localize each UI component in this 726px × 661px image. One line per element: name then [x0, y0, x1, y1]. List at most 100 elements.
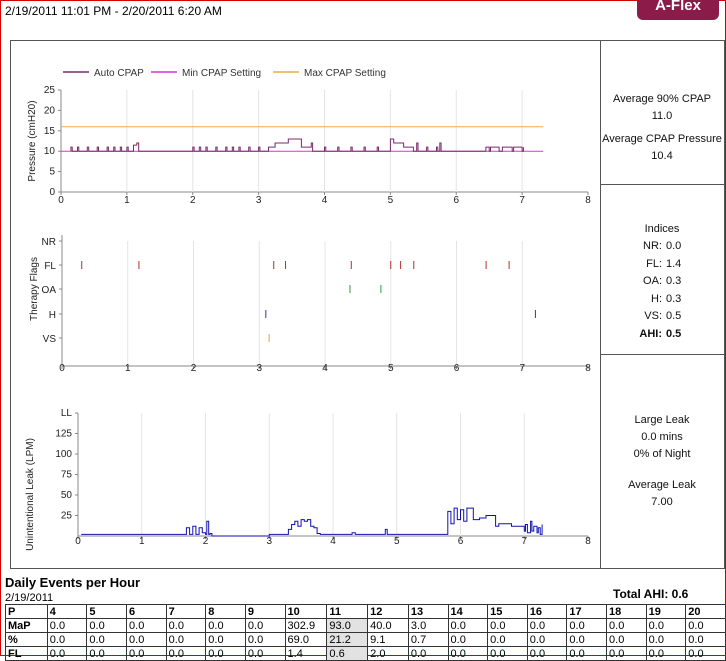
- events-header-cell: 15: [487, 604, 528, 619]
- index-value: 0.5: [666, 327, 682, 340]
- y-tick-label: 10: [44, 146, 56, 157]
- events-header-cell: 17: [566, 604, 608, 619]
- x-tick-label: 2: [203, 536, 209, 547]
- index-key: NR:: [643, 240, 662, 252]
- events-cell: 0.0: [645, 646, 687, 661]
- x-tick-label: 8: [585, 195, 591, 206]
- indices-summary: Indices NR: 0.0 FL: 1.4 OA: 0.3 H: 0.3 VS: 0.5 AHI…: [600, 221, 724, 343]
- events-cell: %: [5, 632, 48, 647]
- index-key: H:: [651, 292, 662, 305]
- y-axis-title: Unintentional Leak (LPM): [25, 438, 36, 551]
- events-cell: 0.0: [606, 632, 647, 647]
- index-key: VS:: [644, 310, 662, 322]
- y-tick-label: 125: [55, 429, 72, 440]
- events-header-cell: 10: [284, 604, 328, 619]
- events-header-cell: 16: [526, 604, 568, 619]
- total-ahi: Total AHI: 0.6: [613, 587, 689, 601]
- events-cell: 0.0: [526, 632, 568, 647]
- events-row: FL 0.0 0.0 0.0 0.0 0.0 0.0 1.4 0.6 2.0 0.0 0.0 0.0 0.…: [5, 646, 726, 661]
- y-tick-label: 5: [49, 167, 55, 178]
- events-header-cell: 11: [326, 604, 369, 619]
- events-cell: 1.4: [284, 646, 328, 661]
- avg-pressure-value: 10.4: [651, 150, 673, 162]
- x-tick-label: 6: [458, 536, 464, 547]
- events-header-cell: 9: [244, 604, 286, 619]
- x-tick-label: 8: [585, 536, 591, 547]
- events-cell: 0.0: [447, 646, 489, 661]
- y-category-label: VS: [43, 334, 57, 345]
- events-title: Daily Events per Hour: [5, 575, 141, 590]
- events-header-cell: 6: [126, 604, 167, 619]
- x-tick-label: 7: [519, 363, 525, 374]
- index-key: FL:: [646, 257, 662, 270]
- y-category-label: FL: [44, 261, 56, 272]
- events-cell: 0.0: [165, 646, 207, 661]
- x-tick-label: 0: [58, 195, 64, 206]
- events-header-cell: 19: [645, 604, 687, 619]
- events-cell: 0.0: [685, 618, 726, 633]
- y-axis-title: Pressure (cmH20): [27, 100, 38, 181]
- events-header-cell: 12: [367, 604, 409, 619]
- index-value: 0.3: [666, 292, 682, 305]
- large-leak-pct: 0% of Night: [633, 448, 691, 460]
- events-cell: 0.0: [487, 646, 528, 661]
- events-cell: 0.0: [447, 632, 489, 647]
- events-cell: 0.0: [46, 632, 88, 647]
- events-cell: 0.0: [685, 632, 726, 647]
- x-tick-label: 0: [75, 536, 81, 547]
- y-category-label: NR: [42, 237, 56, 248]
- events-cell: 2.0: [367, 646, 409, 661]
- x-tick-label: 4: [330, 536, 336, 547]
- y-tick-label: LL: [61, 408, 73, 419]
- y-tick-label: 50: [61, 490, 73, 501]
- x-tick-label: 1: [125, 363, 131, 374]
- leak-summary: Large Leak 0.0 mins 0% of Night Average …: [600, 412, 724, 511]
- y-tick-label: 100: [55, 449, 72, 460]
- x-tick-label: 5: [388, 195, 394, 206]
- events-cell: 0.0: [126, 618, 167, 633]
- events-cell: 0.0: [526, 618, 568, 633]
- x-tick-label: 3: [266, 536, 272, 547]
- summary-divider: [600, 354, 724, 355]
- x-tick-label: 5: [394, 536, 400, 547]
- events-cell: 0.0: [407, 646, 449, 661]
- y-tick-label: 25: [44, 85, 56, 96]
- events-cell: 0.0: [487, 618, 528, 633]
- y-category-label: H: [49, 310, 56, 321]
- events-cell: 0.0: [487, 632, 528, 647]
- events-row: % 0.0 0.0 0.0 0.0 0.0 0.0 69.0 21.2 9.1 0.7 0.0 0.0 0…: [5, 632, 726, 647]
- x-tick-label: 4: [322, 195, 328, 206]
- events-header-cell: 18: [606, 604, 647, 619]
- index-value: 0.5: [666, 310, 682, 322]
- events-cell: 0.0: [126, 632, 167, 647]
- events-cell: 21.2: [326, 632, 369, 647]
- events-header-cell: 14: [447, 604, 489, 619]
- avg-pressure-label: Average CPAP Pressure: [602, 133, 722, 145]
- brand-tab[interactable]: A-Flex: [637, 0, 719, 20]
- index-row: FL: 1.4: [600, 256, 724, 274]
- index-value: 0.0: [666, 240, 682, 252]
- events-cell: 0.0: [526, 646, 568, 661]
- events-cell: 0.0: [205, 646, 246, 661]
- events-cell: 0.0: [606, 618, 647, 633]
- events-cell: 0.0: [645, 618, 687, 633]
- events-cell: 0.0: [126, 646, 167, 661]
- events-header-cell: 20: [685, 604, 726, 619]
- y-tick-label: 0: [49, 187, 55, 198]
- x-tick-label: 3: [256, 363, 262, 374]
- events-header-cell: P: [5, 604, 48, 619]
- events-cell: 0.0: [566, 632, 608, 647]
- legend-label: Min CPAP Setting: [182, 68, 261, 79]
- events-cell: 0.7: [407, 632, 449, 647]
- charts-panel: Auto CPAP Min CPAP Setting Max CPAP Settin…: [10, 40, 601, 569]
- avg90-label: Average 90% CPAP: [612, 93, 712, 105]
- x-tick-label: 1: [124, 195, 130, 206]
- y-axis-title: Therapy Flags: [29, 257, 40, 321]
- events-cell: 0.0: [244, 618, 286, 633]
- events-cell: 0.0: [606, 646, 647, 661]
- events-date: 2/19/2011: [5, 592, 54, 604]
- x-tick-label: 2: [191, 363, 197, 374]
- events-cell: 0.0: [165, 618, 207, 633]
- x-tick-label: 3: [256, 195, 262, 206]
- events-cell: 0.0: [46, 646, 88, 661]
